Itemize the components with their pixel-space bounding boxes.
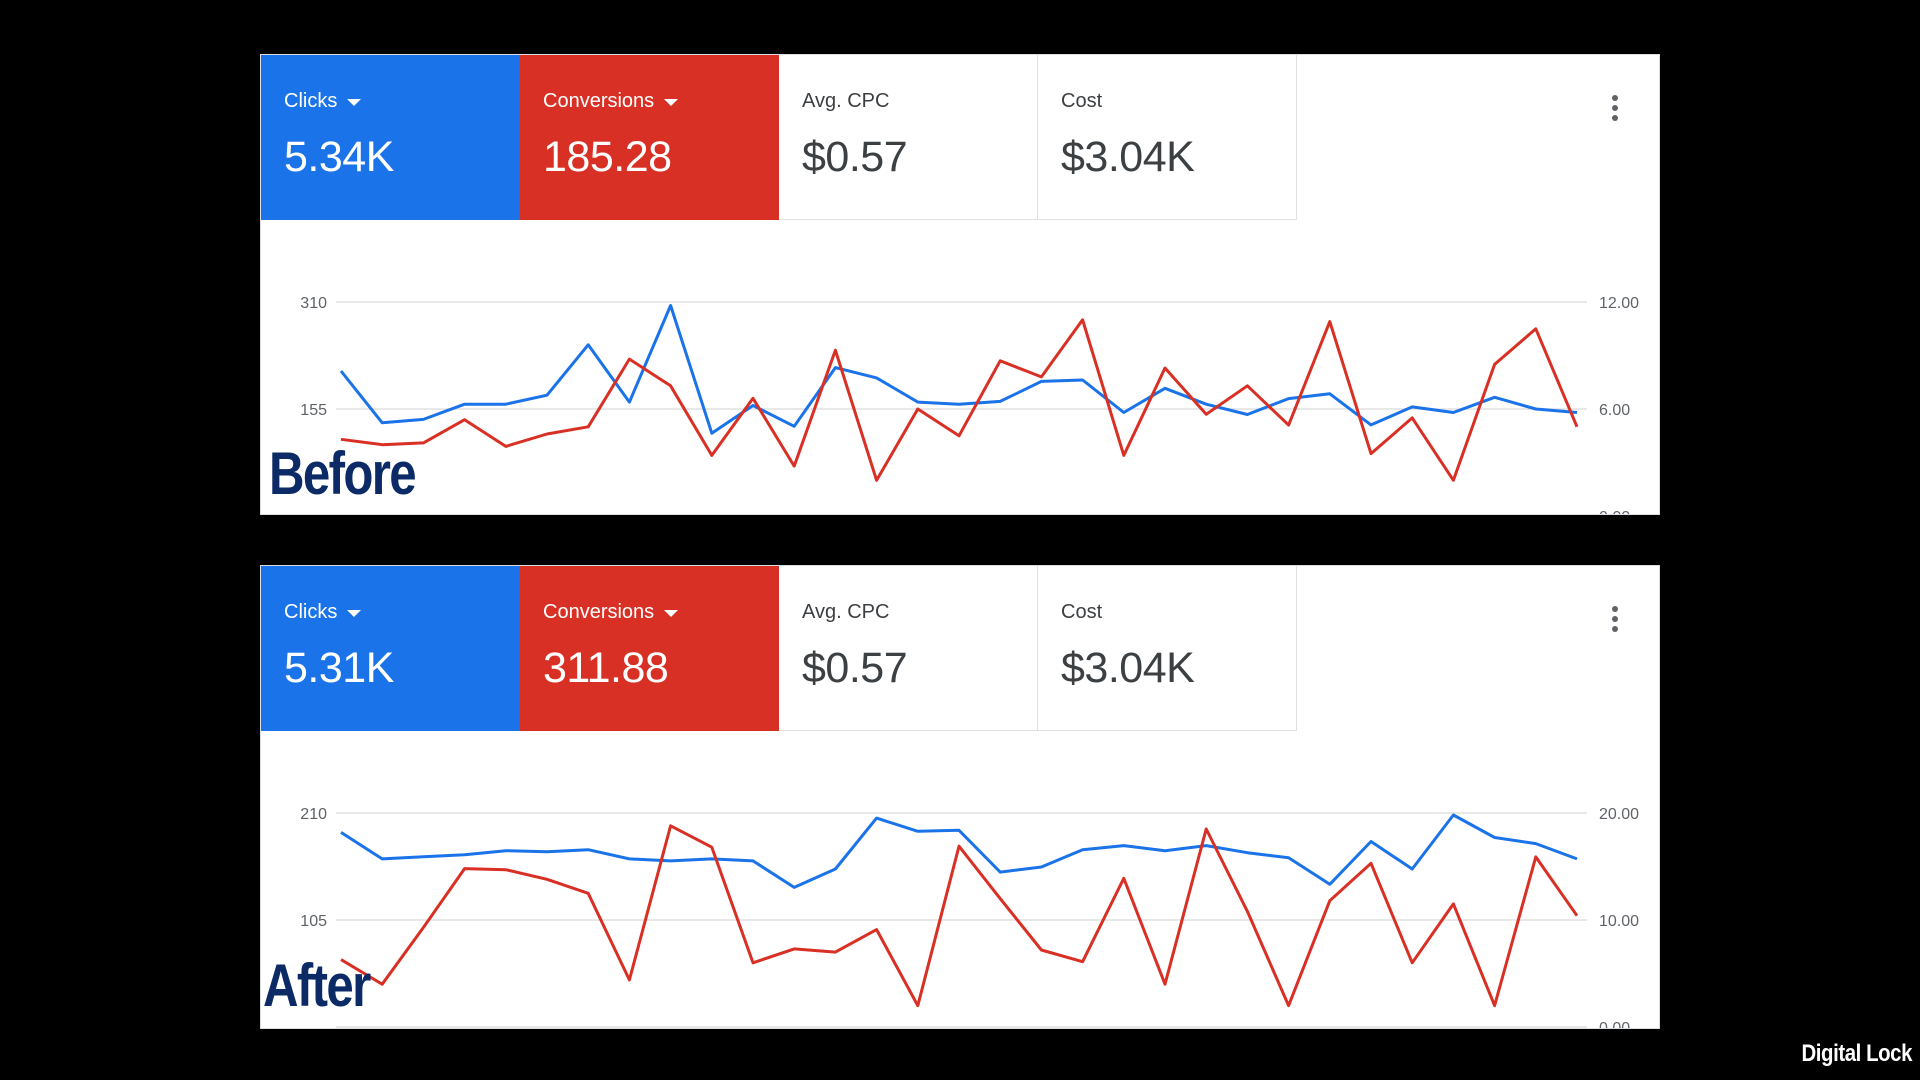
- cost-value: $3.04K: [1061, 133, 1195, 181]
- cost-label: Cost: [1061, 89, 1103, 112]
- clicks-series-line: [339, 304, 1578, 435]
- clicks-metric-tile[interactable]: Clicks 5.31K: [261, 566, 520, 731]
- after-performance-panel: Clicks 5.31K Conversions 311.88 Avg. CPC…: [260, 565, 1660, 1029]
- clicks-value: 5.31K: [284, 644, 394, 692]
- left-axis-tick-label: 105: [300, 913, 327, 930]
- right-axis-tick-label: 12.00: [1599, 295, 1639, 312]
- metric-tiles: Clicks 5.31K Conversions 311.88 Avg. CPC…: [261, 566, 1297, 731]
- left-axis-tick-label: 310: [300, 295, 327, 312]
- conversions-series-line: [340, 318, 1579, 482]
- right-axis-tick-label: 6.00: [1599, 402, 1630, 419]
- left-axis-tick-label: 155: [300, 402, 327, 419]
- dropdown-caret-icon[interactable]: [347, 98, 362, 106]
- dropdown-caret-icon[interactable]: [664, 98, 679, 106]
- avg-cpc-label: Avg. CPC: [802, 600, 890, 623]
- left-axis-tick-label: 210: [300, 806, 327, 823]
- after-overlay-label: After: [263, 952, 371, 1019]
- cost-metric-tile[interactable]: Cost $3.04K: [1038, 566, 1297, 731]
- clicks-series-line: [340, 813, 1578, 889]
- dropdown-caret-icon[interactable]: [347, 609, 362, 617]
- cost-value: $3.04K: [1061, 644, 1195, 692]
- avg-cpc-value: $0.57: [802, 644, 908, 692]
- clicks-metric-tile[interactable]: Clicks 5.34K: [261, 55, 520, 220]
- conversions-value: 311.88: [543, 644, 669, 692]
- avg-cpc-metric-tile[interactable]: Avg. CPC $0.57: [779, 55, 1038, 220]
- conversions-series-line: [340, 824, 1579, 1008]
- conversions-label: Conversions: [543, 600, 655, 623]
- conversions-label: Conversions: [543, 89, 655, 112]
- dropdown-caret-icon[interactable]: [664, 609, 679, 617]
- right-axis-tick-label: 0.00: [1599, 509, 1630, 514]
- cost-metric-tile[interactable]: Cost $3.04K: [1038, 55, 1297, 220]
- before-performance-panel: Clicks 5.34K Conversions 185.28 Avg. CPC…: [260, 54, 1660, 515]
- before-overlay-label: Before: [269, 440, 417, 507]
- cost-label: Cost: [1061, 600, 1103, 623]
- right-axis-tick-label: 0.00: [1599, 1020, 1630, 1028]
- avg-cpc-value: $0.57: [802, 133, 908, 181]
- avg-cpc-label: Avg. CPC: [802, 89, 890, 112]
- right-axis-tick-label: 20.00: [1599, 806, 1639, 823]
- conversions-metric-tile[interactable]: Conversions 311.88: [520, 566, 779, 731]
- more-vert-icon[interactable]: [1611, 606, 1619, 632]
- metric-tiles: Clicks 5.34K Conversions 185.28 Avg. CPC…: [261, 55, 1297, 220]
- right-axis-tick-label: 10.00: [1599, 913, 1639, 930]
- watermark-text: Digital Lock: [1801, 1040, 1912, 1067]
- clicks-label: Clicks: [284, 89, 338, 112]
- avg-cpc-metric-tile[interactable]: Avg. CPC $0.57: [779, 566, 1038, 731]
- conversions-metric-tile[interactable]: Conversions 185.28: [520, 55, 779, 220]
- more-vert-icon[interactable]: [1611, 95, 1619, 121]
- clicks-value: 5.34K: [284, 133, 394, 181]
- clicks-label: Clicks: [284, 600, 338, 623]
- conversions-value: 185.28: [543, 133, 672, 181]
